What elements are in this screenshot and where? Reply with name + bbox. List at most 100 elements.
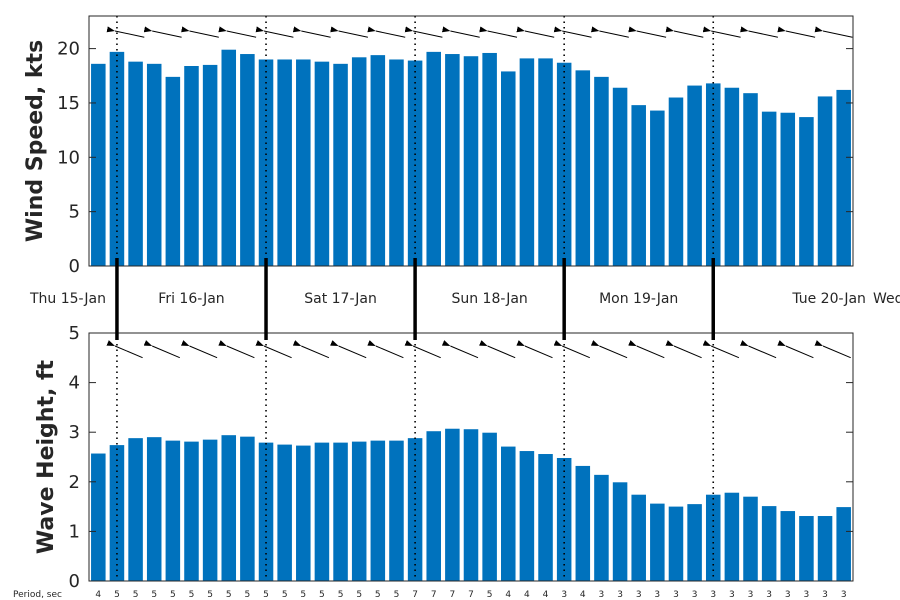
- wave-bar-32: [687, 504, 702, 581]
- wave-direction-arrow-33: [702, 340, 740, 359]
- wave-bar-1: [109, 445, 125, 581]
- wind-direction-arrow-11: [292, 26, 331, 38]
- period-value-16: 5: [394, 590, 400, 600]
- wave-ytick-label-4: 4: [69, 373, 80, 394]
- period-value-17: 7: [412, 590, 418, 600]
- wind-bar-32: [687, 85, 702, 266]
- wave-direction-arrow-15: [367, 340, 404, 359]
- period-value-40: 3: [841, 590, 847, 600]
- period-value-11: 5: [300, 590, 306, 600]
- period-value-3: 5: [151, 590, 157, 600]
- wave-bar-0: [91, 453, 106, 581]
- period-label: Period, sec: [13, 590, 62, 600]
- wind-bar-39: [817, 96, 833, 267]
- wind-bar-13: [333, 63, 348, 266]
- wind-speed-panel: 0 5 10 15 20 Wind Speed, kts: [23, 15, 854, 277]
- wind-bar-30: [650, 110, 665, 266]
- wave-direction-arrow-27: [590, 340, 628, 359]
- period-value-18: 7: [431, 590, 437, 600]
- wind-direction-arrow-13: [330, 26, 369, 38]
- wind-bar-19: [445, 54, 460, 266]
- wave-direction-arrow-21: [479, 340, 516, 359]
- wave-bar-21: [482, 432, 497, 581]
- wind-direction-arrow-15: [367, 26, 406, 38]
- wave-direction-arrow-13: [330, 340, 367, 359]
- day-label-0: Thu 15-Jan: [29, 291, 106, 307]
- period-value-28: 3: [617, 590, 623, 600]
- wave-bar-2: [128, 438, 143, 581]
- period-value-34: 3: [729, 590, 735, 600]
- wave-bar-9: [258, 442, 274, 581]
- wind-direction-arrow-17: [404, 26, 443, 38]
- wave-height-panel: 0 1 2 3 4 5 Wave Height, ft: [34, 323, 854, 592]
- wave-bar-27: [594, 474, 609, 581]
- wave-direction-arrow-35: [739, 340, 777, 359]
- wind-bar-28: [612, 87, 628, 267]
- wind-direction-arrow-27: [590, 26, 629, 38]
- period-value-12: 5: [319, 590, 325, 600]
- period-value-13: 5: [338, 590, 344, 600]
- wave-bar-11: [296, 445, 311, 581]
- period-value-25: 3: [561, 590, 567, 600]
- wind-direction-arrow-1: [106, 26, 145, 38]
- period-value-33: 3: [710, 590, 716, 600]
- wind-bar-34: [724, 87, 740, 267]
- day-label-2: Sat 17-Jan: [304, 291, 377, 307]
- wind-direction-arrow-35: [740, 26, 779, 38]
- wave-direction-arrow-29: [628, 340, 665, 359]
- wave-ytick-label-1: 1: [69, 521, 80, 542]
- wave-direction-arrow-39: [814, 340, 851, 359]
- wind-ytick-label-0: 0: [69, 256, 80, 277]
- wind-bar-25: [556, 62, 572, 266]
- wind-ytick-label-3: 15: [57, 93, 80, 114]
- wave-direction-arrow-11: [292, 340, 330, 359]
- wave-direction-arrow-5: [180, 340, 218, 359]
- wind-bar-3: [146, 63, 162, 266]
- wave-bar-16: [389, 440, 404, 581]
- period-value-26: 4: [580, 590, 586, 600]
- period-value-14: 5: [356, 590, 362, 600]
- wave-ytick-label-0: 0: [69, 571, 80, 592]
- wave-bar-20: [463, 429, 479, 581]
- wind-direction-arrow-3: [143, 26, 182, 38]
- wind-direction-arrow-23: [516, 26, 555, 38]
- wave-direction-arrow-17: [404, 340, 441, 359]
- period-value-6: 5: [207, 590, 213, 600]
- wind-bar-27: [594, 76, 609, 267]
- day-label-3: Sun 18-Jan: [451, 291, 527, 307]
- wind-direction-arrow-29: [628, 26, 667, 38]
- period-row: Period, sec 4 5 5 5 5 5 5 5 5 5 5 5 5 5 5 5 5 7 7 7 7 5 4 4 4 3 4 3 3…: [13, 590, 847, 600]
- wave-bar-38: [799, 516, 814, 581]
- period-value-35: 3: [748, 590, 754, 600]
- wave-bar-12: [314, 442, 330, 581]
- day-label-5: Tue 20-Jan: [791, 291, 866, 307]
- wind-bar-17: [407, 60, 423, 266]
- day-label-6: Wed: [873, 291, 900, 307]
- period-value-7: 5: [226, 590, 232, 600]
- wave-direction-arrow-1: [106, 340, 143, 359]
- day-label-1: Fri 16-Jan: [158, 291, 224, 307]
- wave-bar-31: [668, 506, 684, 581]
- wave-bar-36: [761, 506, 777, 581]
- wave-direction-arrow-9: [255, 340, 292, 359]
- wind-ytick-label-4: 20: [57, 39, 80, 60]
- wind-ytick-label-1: 5: [69, 202, 80, 223]
- wind-bar-4: [165, 76, 181, 267]
- period-value-0: 4: [95, 590, 101, 600]
- wave-bar-34: [724, 492, 740, 581]
- wave-bar-3: [146, 437, 162, 581]
- period-value-22: 4: [505, 590, 511, 600]
- period-value-2: 5: [133, 590, 139, 600]
- wind-bar-15: [370, 55, 386, 266]
- wind-bar-29: [631, 105, 646, 266]
- wind-bar-18: [426, 51, 441, 267]
- wave-bar-24: [538, 454, 553, 581]
- period-value-29: 3: [636, 590, 642, 600]
- wave-bar-8: [240, 436, 255, 581]
- wind-bar-14: [351, 57, 367, 266]
- wind-direction-arrow-39: [814, 26, 853, 38]
- wind-bar-21: [482, 52, 497, 267]
- wave-direction-arrow-7: [218, 340, 255, 359]
- wave-bar-22: [501, 446, 516, 581]
- wave-bar-6: [202, 439, 218, 581]
